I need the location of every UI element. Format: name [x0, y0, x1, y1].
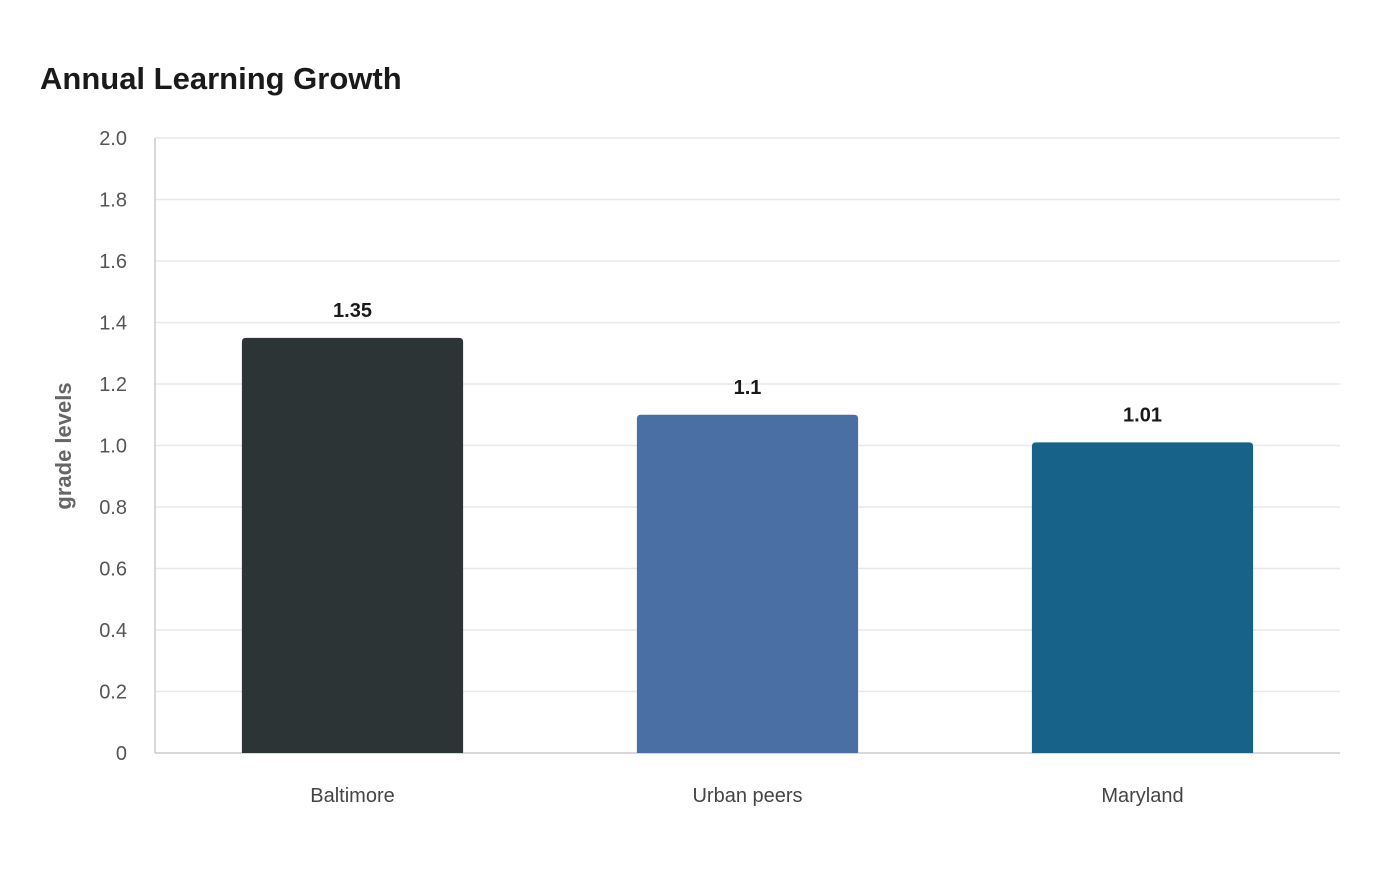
x-category-label: Urban peers [692, 785, 802, 807]
data-label: 1.35 [333, 300, 372, 322]
y-tick-label: 0.4 [99, 620, 127, 642]
y-tick-label: 1.0 [99, 436, 127, 458]
y-tick-label: 1.6 [99, 251, 127, 273]
labels: 0 0.2 0.4 0.6 0.8 1.0 1.2 1.4 1.6 1.8 2.0 1.35 Balti… [99, 128, 1183, 807]
y-tick-label: 0.2 [99, 682, 127, 704]
y-tick-label: 0.6 [99, 559, 127, 581]
bar-baltimore [241, 337, 464, 753]
bars [241, 337, 1254, 753]
y-tick-label: 2.0 [99, 128, 127, 150]
y-tick-label: 1.4 [99, 313, 127, 335]
data-label: 1.1 [734, 377, 762, 399]
y-tick-label: 1.2 [99, 374, 127, 396]
y-axis-title: grade levels [51, 382, 76, 509]
bar-urban-peers [636, 414, 859, 753]
y-tick-label: 1.8 [99, 190, 127, 212]
y-tick-label: 0 [116, 743, 127, 765]
data-label: 1.01 [1123, 404, 1162, 426]
x-category-label: Maryland [1101, 785, 1183, 807]
x-category-label: Baltimore [310, 785, 394, 807]
y-tick-label: 0.8 [99, 497, 127, 519]
bar-maryland [1031, 442, 1254, 753]
chart-title: Annual Learning Growth [40, 61, 402, 96]
